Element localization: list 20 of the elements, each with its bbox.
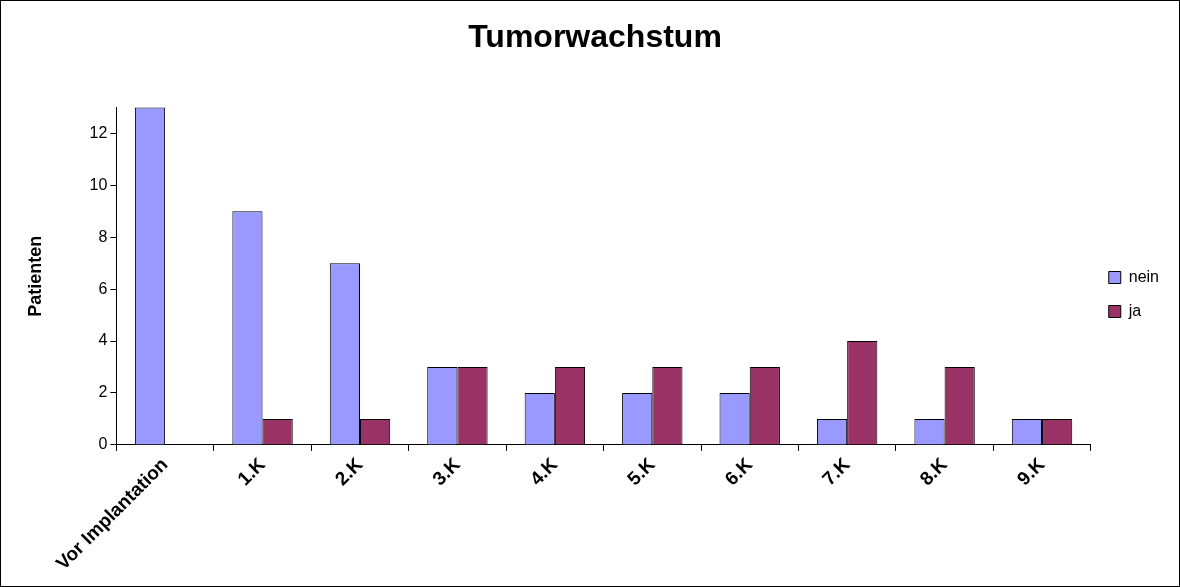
x-tick-label: 8.K bbox=[915, 453, 952, 490]
y-tick-label: 6 bbox=[98, 279, 108, 297]
y-tick-label: 0 bbox=[98, 435, 108, 453]
y-tick-label: 2 bbox=[98, 383, 108, 401]
legend-label: ja bbox=[1127, 301, 1142, 319]
y-axis-title: Patienten bbox=[24, 235, 45, 317]
y-tick-label: 4 bbox=[98, 331, 108, 349]
x-tick-label: 9.K bbox=[1012, 453, 1049, 490]
x-tick-label: 3.K bbox=[428, 453, 465, 490]
x-tick-label: 4.K bbox=[525, 453, 562, 490]
y-tick-label: 12 bbox=[89, 123, 108, 141]
x-tick-label: 1.K bbox=[233, 453, 270, 490]
x-tick-label: 2.K bbox=[330, 453, 367, 490]
chart-title: Tumorwachstum bbox=[468, 18, 722, 55]
y-tick-label: 10 bbox=[89, 175, 108, 193]
legend-label: nein bbox=[1128, 267, 1159, 285]
x-tick-label: 5.K bbox=[623, 453, 660, 490]
x-tick-label: 6.K bbox=[720, 453, 757, 490]
x-tick-label: 7.K bbox=[817, 453, 854, 490]
y-tick-label: 8 bbox=[98, 227, 108, 245]
